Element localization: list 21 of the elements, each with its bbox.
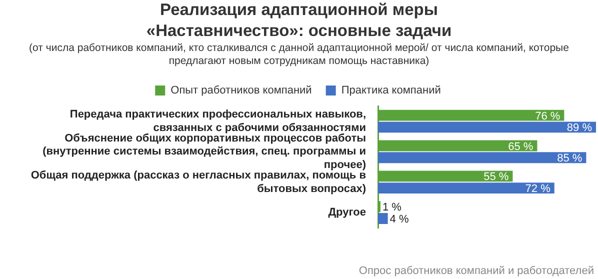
chart-title: Реализация адаптационной меры «Наставничество»: основные задачи bbox=[145, 0, 453, 42]
y-tick-label: Другое bbox=[328, 206, 366, 219]
chart-subtitle: (от числа работников компаний, кто сталкивался с данной адаптационной мерой/ от числа компаний, которые предлагают новым сотрудникам помощь наставника) bbox=[28, 42, 570, 68]
text: Опрос работников компаний и работодателей bbox=[358, 265, 594, 277]
data-label: 4 % bbox=[390, 214, 409, 226]
legend-label: Практика компаний bbox=[341, 84, 441, 97]
legend-label: Опыт работников компаний bbox=[170, 84, 312, 97]
data-label: 85 % bbox=[557, 152, 582, 165]
y-tick-label: Объяснение общих корпоративных процессов работы (внутренние системы взаимодействия, спец. программы и прочее) bbox=[42, 132, 366, 171]
bar bbox=[378, 213, 388, 224]
data-label: 1 % bbox=[382, 202, 402, 214]
bar bbox=[378, 182, 554, 194]
data-label: 65 % bbox=[508, 140, 534, 153]
bar bbox=[378, 122, 596, 133]
data-label: 55 % bbox=[484, 171, 509, 184]
data-label: 72 % bbox=[525, 183, 551, 196]
data-label: 76 % bbox=[535, 110, 560, 122]
data-label: 89 % bbox=[566, 122, 592, 134]
bar bbox=[378, 152, 586, 164]
y-tick-label: Общая поддержка (рассказ о негласных правилах, помощь в бытовых вопросах) bbox=[30, 170, 366, 195]
y-tick-label: Передача практических профессиональных навыков, связанных с рабочими обязанностями bbox=[70, 108, 366, 134]
